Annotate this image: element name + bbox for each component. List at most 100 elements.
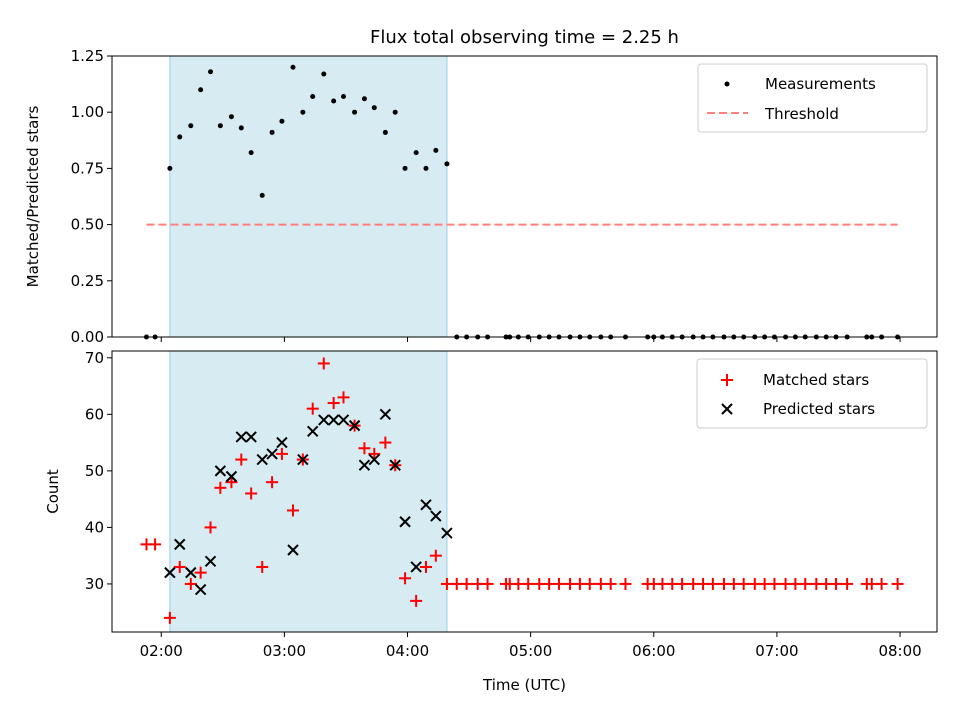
measurement-point xyxy=(371,105,377,111)
measurement-point xyxy=(310,93,316,99)
chart-title: Flux total observing time = 2.25 h xyxy=(370,27,679,48)
matched-star-point xyxy=(841,577,854,590)
predicted-star-point xyxy=(420,499,432,511)
matched-star-point xyxy=(676,577,689,590)
bottom-shaded-region xyxy=(169,350,448,633)
measurement-point xyxy=(321,71,327,77)
measurement-point xyxy=(259,192,265,198)
matched-star-point xyxy=(481,577,494,590)
predicted-star-point xyxy=(164,566,176,579)
matched-star-point xyxy=(419,560,432,573)
top-y-tick-label: 0.25 xyxy=(71,272,104,290)
matched-star-point xyxy=(149,538,162,551)
predicted-star-point xyxy=(174,538,186,551)
bottom-y-tick-label: 50 xyxy=(85,462,104,480)
measurement-point xyxy=(402,165,408,171)
matched-star-point xyxy=(399,572,412,585)
predicted-star-point xyxy=(327,414,340,426)
matched-star-point xyxy=(460,577,473,590)
matched-star-point xyxy=(358,442,371,455)
x-tick-label: 05:00 xyxy=(509,642,552,660)
matched-star-point xyxy=(306,402,319,415)
measurement-point xyxy=(413,150,419,156)
matched-star-point xyxy=(163,611,176,624)
predicted-star-point xyxy=(204,555,217,568)
measurement-point xyxy=(290,64,296,70)
measurement-point xyxy=(352,109,358,115)
matched-star-point xyxy=(604,577,617,590)
measurement-point xyxy=(361,96,367,102)
measurement-point xyxy=(177,134,183,140)
top-y-tick-label: 1.25 xyxy=(71,47,104,65)
measurement-point xyxy=(238,125,244,131)
predicted-star-point xyxy=(358,459,371,471)
matched-star-point xyxy=(194,566,207,579)
x-tick-label: 03:00 xyxy=(263,642,306,660)
predicted-star-point xyxy=(430,510,442,522)
matched-star-point xyxy=(266,476,279,489)
matched-star-point xyxy=(275,447,288,460)
predicted-star-point xyxy=(399,516,411,528)
measurement-point xyxy=(382,129,388,135)
predicted-star-point xyxy=(297,453,309,466)
legend-measurements-marker xyxy=(724,81,730,87)
measurement-point xyxy=(433,147,439,153)
predicted-star-point xyxy=(441,527,453,539)
legend-measurements-label: Measurements xyxy=(765,75,876,93)
measurement-point xyxy=(392,109,398,115)
matched-star-point xyxy=(327,397,340,410)
top-shaded-region xyxy=(169,55,448,338)
matched-star-point xyxy=(891,577,904,590)
predicted-star-point xyxy=(256,453,268,466)
matched-star-point xyxy=(830,577,843,590)
matched-star-point xyxy=(225,476,238,489)
matched-star-point xyxy=(317,357,330,370)
measurement-point xyxy=(248,150,254,156)
x-tick-label: 07:00 xyxy=(755,642,798,660)
legend-matched-label: Matched stars xyxy=(763,371,869,389)
legend-threshold-label: Threshold xyxy=(764,105,839,123)
matched-star-point xyxy=(214,481,227,494)
measurement-point xyxy=(188,123,194,129)
matched-star-point xyxy=(337,391,350,404)
predicted-star-point xyxy=(225,470,238,483)
top-y-tick-label: 0.75 xyxy=(71,159,104,177)
matched-star-point xyxy=(173,560,186,573)
matched-star-point xyxy=(204,521,217,534)
top-y-axis-label: Matched/Predicted stars xyxy=(24,106,42,288)
measurement-point xyxy=(228,114,234,120)
legend-predicted-label: Predicted stars xyxy=(763,400,875,418)
matched-star-point xyxy=(706,577,719,590)
matched-star-point xyxy=(287,504,300,517)
predicted-star-point xyxy=(389,459,401,471)
x-axis-label: Time (UTC) xyxy=(482,676,566,694)
measurement-point xyxy=(340,93,346,99)
matched-star-point xyxy=(410,594,423,607)
x-tick-label: 06:00 xyxy=(632,642,675,660)
predicted-star-point xyxy=(266,448,278,460)
predicted-star-point xyxy=(194,583,207,596)
matched-star-point xyxy=(235,453,248,466)
x-tick-label: 08:00 xyxy=(878,642,921,660)
matched-star-point xyxy=(737,577,750,590)
measurement-point xyxy=(269,129,275,135)
x-tick-label: 02:00 xyxy=(140,642,183,660)
matched-star-point xyxy=(379,436,392,449)
bottom-y-axis-label: Count xyxy=(44,469,62,514)
measurement-point xyxy=(423,165,429,171)
matched-star-point xyxy=(583,577,596,590)
measurement-point xyxy=(444,161,450,167)
matched-star-point xyxy=(552,577,565,590)
bottom-legend: Matched stars Predicted stars xyxy=(696,358,928,429)
predicted-star-point xyxy=(379,408,392,421)
predicted-star-point xyxy=(245,431,257,443)
legend-predicted-marker xyxy=(721,403,733,415)
matched-star-point xyxy=(619,577,632,590)
legend-matched-marker xyxy=(721,374,733,386)
bottom-panel: 30 40 50 60 70 02:00 03:00 04:00 05:00 06:00 07:0… xyxy=(44,349,938,694)
predicted-star-point xyxy=(337,414,350,426)
predicted-star-point xyxy=(185,566,197,579)
measurement-point xyxy=(167,165,173,171)
bottom-y-tick-label: 30 xyxy=(85,575,104,593)
